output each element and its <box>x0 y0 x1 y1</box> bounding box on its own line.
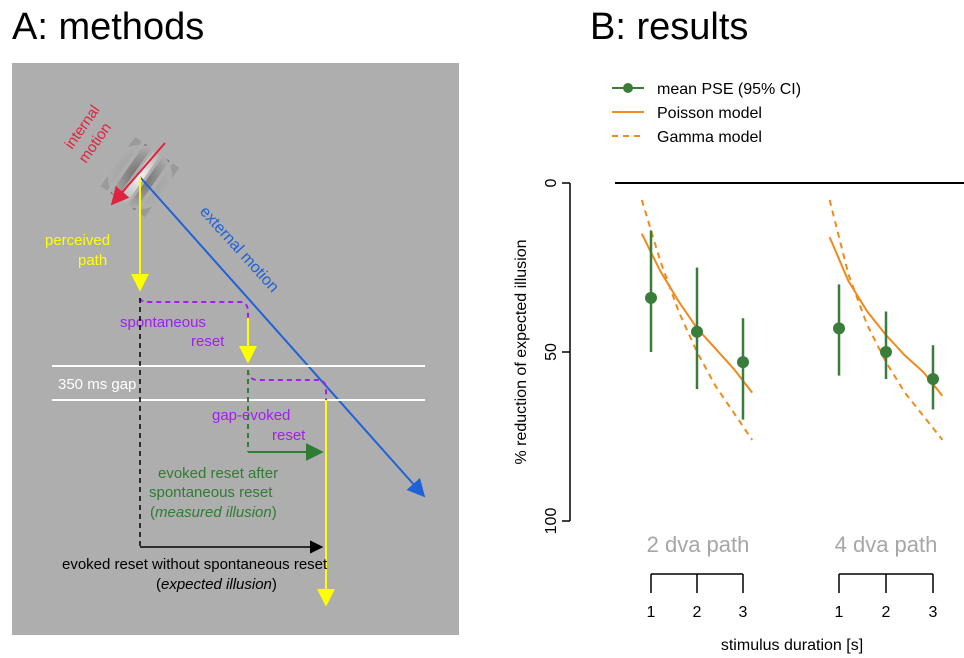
x-tick-label-group-2-1: 1 <box>835 604 844 621</box>
x-tick-label-group-1-2: 2 <box>693 604 702 621</box>
perceived-path-label-2: path <box>78 252 107 269</box>
expected-illusion-label: (expected illusion) <box>156 576 277 593</box>
spontaneous-reset-label-1: spontaneous <box>120 314 206 331</box>
legend-poisson-label: Poisson model <box>657 105 762 122</box>
x-tick-label-group-2-3: 3 <box>929 604 938 621</box>
group-label-2dva: 2 dva path <box>647 532 750 557</box>
mean-point-group-1-x1 <box>645 291 657 304</box>
group-label-4dva: 4 dva path <box>835 532 938 557</box>
y-tick-label-0: 0 <box>543 178 560 187</box>
y-axis: 0 50 100 % reduction of expected illusion <box>513 178 571 535</box>
mean-point-group-2-x3 <box>927 373 939 386</box>
spontaneous-reset-label-2: reset <box>191 333 225 350</box>
internal-motion-arrow <box>110 142 166 206</box>
x-tick-label-group-1-1: 1 <box>647 604 656 621</box>
panel-a-background <box>12 63 459 635</box>
legend-mean-label: mean PSE (95% CI) <box>657 81 801 98</box>
gap-label: 350 ms gap <box>58 376 136 393</box>
legend: mean PSE (95% CI) Poisson model Gamma mo… <box>612 81 801 146</box>
legend-mean-marker <box>623 83 633 93</box>
evoked-after-label-1: evoked reset after <box>158 465 278 482</box>
legend-gamma-label: Gamma model <box>657 129 762 146</box>
mean-point-group-2-x1 <box>833 322 845 335</box>
external-motion-arrow <box>139 176 426 498</box>
evoked-after-label-2: spontaneous reset <box>149 484 273 501</box>
x-axis: 1 2 3 1 2 3 <box>647 573 938 621</box>
mean-point-group-1-x2 <box>691 325 703 338</box>
gap-evoked-reset-path <box>247 369 327 400</box>
x-axis-label: stimulus duration [s] <box>721 637 863 654</box>
perceived-path-label-1: perceived <box>45 232 110 249</box>
gap-evoked-label-1: gap-evoked <box>212 407 290 424</box>
gamma-model-curve-group-1 <box>640 199 754 441</box>
panel-a-title: A: methods <box>12 6 205 48</box>
y-tick-label-100: 100 <box>543 508 560 535</box>
y-tick-label-50: 50 <box>543 343 560 361</box>
panel-b-results: mean PSE (95% CI) Poisson model Gamma mo… <box>513 81 964 654</box>
y-axis-label: % reduction of expected illusion <box>513 239 530 464</box>
gap-evoked-label-2: reset <box>272 427 306 444</box>
mean-point-group-1-x3 <box>737 356 749 369</box>
x-tick-label-group-1-3: 3 <box>739 604 748 621</box>
panel-b-title: B: results <box>590 6 749 48</box>
spontaneous-reset-path <box>139 297 249 318</box>
measured-illusion-label: (measured illusion) <box>150 504 277 521</box>
panel-a-methods: internal motion external motion perceive… <box>12 63 459 635</box>
evoked-without-label: evoked reset without spontaneous reset <box>62 556 328 573</box>
mean-point-group-2-x2 <box>880 346 892 358</box>
plot-area <box>640 199 944 441</box>
x-tick-label-group-2-2: 2 <box>882 604 891 621</box>
